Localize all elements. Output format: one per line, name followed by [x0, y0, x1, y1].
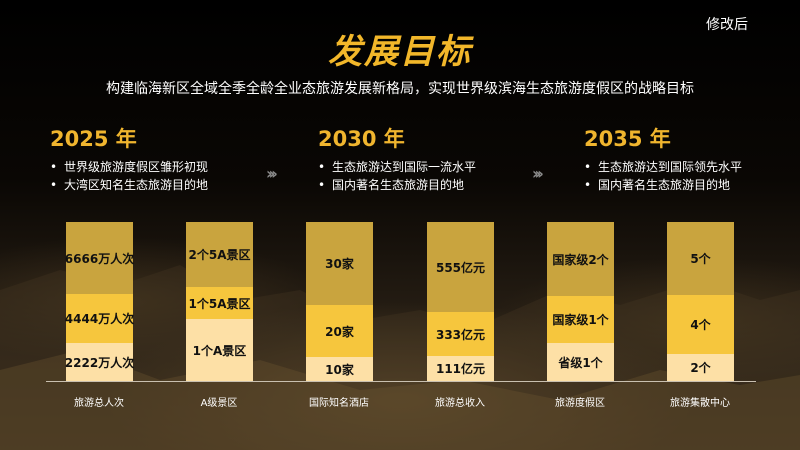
- phase-year: 2025 年: [50, 127, 137, 151]
- phase-bullet: 国内著名生态旅游目的地: [584, 176, 800, 194]
- column-label: A级景区: [200, 398, 238, 409]
- segment-2030: 4444万人次: [64, 294, 135, 343]
- phase-2035: 2035 年 生态旅游达到国际领先水平 国内著名生态旅游目的地: [584, 123, 800, 194]
- segment-label: 2个: [690, 361, 711, 375]
- segment-2030: 20家: [306, 305, 373, 357]
- segment-label: 2个5A景区: [188, 248, 251, 262]
- phase-year: 2035 年: [584, 127, 671, 151]
- segment-label: 30家: [325, 257, 354, 271]
- segment-label: 4个: [690, 318, 711, 332]
- phase-bullet: 大湾区知名生态旅游目的地: [50, 176, 270, 194]
- column-label: 旅游总人次: [74, 398, 124, 409]
- column-label: 旅游集散中心: [670, 398, 730, 409]
- segment-label: 1个A景区: [192, 343, 247, 358]
- segment-label: 国家级1个: [552, 313, 609, 327]
- segment-2025: 2222万人次: [64, 343, 135, 381]
- segment-2025: 1个A景区: [186, 319, 253, 381]
- phase-2025: 2025 年 世界级旅游度假区雏形初现 大湾区知名生态旅游目的地: [50, 123, 270, 194]
- segment-2030: 333亿元: [427, 312, 494, 356]
- segment-2030: 国家级1个: [547, 296, 614, 343]
- segment-2035: 555亿元: [427, 222, 494, 312]
- page-subtitle: 构建临海新区全域全季全龄全业态旅游发展新格局，实现世界级滨海生态旅游度假区的战略…: [106, 81, 694, 97]
- segment-2035: 5个: [667, 222, 734, 295]
- segment-label: 2222万人次: [64, 355, 135, 370]
- column-label: 旅游度假区: [555, 398, 605, 409]
- column-a-level-scenic: 2个5A景区 1个5A景区 1个A景区: [186, 222, 253, 381]
- chevron-right-icon: ›››: [532, 164, 544, 183]
- segment-2035: 6666万人次: [64, 222, 135, 294]
- segment-label: 555亿元: [435, 260, 486, 275]
- chevron-right-icon: ›››: [266, 164, 278, 183]
- segment-2025: 2个: [667, 354, 734, 381]
- phase-bullet: 国内著名生态旅游目的地: [318, 176, 538, 194]
- column-label: 国际知名酒店: [309, 398, 369, 409]
- segment-label: 5个: [690, 252, 711, 266]
- column-tourism-revenue: 555亿元 333亿元 111亿元: [427, 222, 494, 381]
- segment-2030: 1个5A景区: [186, 287, 253, 319]
- segment-label: 333亿元: [435, 327, 486, 342]
- segment-label: 6666万人次: [64, 251, 135, 266]
- segment-2025: 10家: [306, 357, 373, 381]
- segment-label: 1个5A景区: [188, 296, 251, 311]
- segment-2025: 省级1个: [547, 343, 614, 381]
- page-title: 发展目标: [328, 32, 472, 72]
- segment-label: 省级1个: [558, 355, 603, 370]
- segment-2035: 国家级2个: [547, 222, 614, 296]
- segment-label: 111亿元: [435, 362, 486, 376]
- segment-2035: 2个5A景区: [186, 222, 253, 287]
- segment-label: 10家: [325, 362, 354, 377]
- column-hotels: 30家 20家 10家: [306, 222, 373, 381]
- segment-label: 国家级2个: [552, 252, 609, 267]
- column-tourist-visits: 6666万人次 4444万人次 2222万人次: [64, 222, 135, 381]
- column-distribution-center: 5个 4个 2个: [667, 222, 734, 381]
- column-label: 旅游总收入: [435, 398, 485, 409]
- column-resort: 国家级2个 国家级1个 省级1个: [547, 222, 614, 381]
- phase-bullet: 生态旅游达到国际领先水平: [584, 158, 800, 176]
- segment-2025: 111亿元: [427, 356, 494, 381]
- revision-label: 修改后: [706, 17, 748, 33]
- segment-label: 4444万人次: [64, 312, 135, 326]
- phase-bullet: 世界级旅游度假区雏形初现: [50, 158, 270, 176]
- segment-label: 20家: [325, 324, 354, 339]
- phase-year: 2030 年: [318, 127, 405, 151]
- phase-bullet: 生态旅游达到国际一流水平: [318, 158, 538, 176]
- phase-2030: 2030 年 生态旅游达到国际一流水平 国内著名生态旅游目的地: [318, 123, 538, 194]
- segment-2035: 30家: [306, 222, 373, 305]
- baseline-divider: [46, 381, 756, 382]
- segment-2030: 4个: [667, 295, 734, 354]
